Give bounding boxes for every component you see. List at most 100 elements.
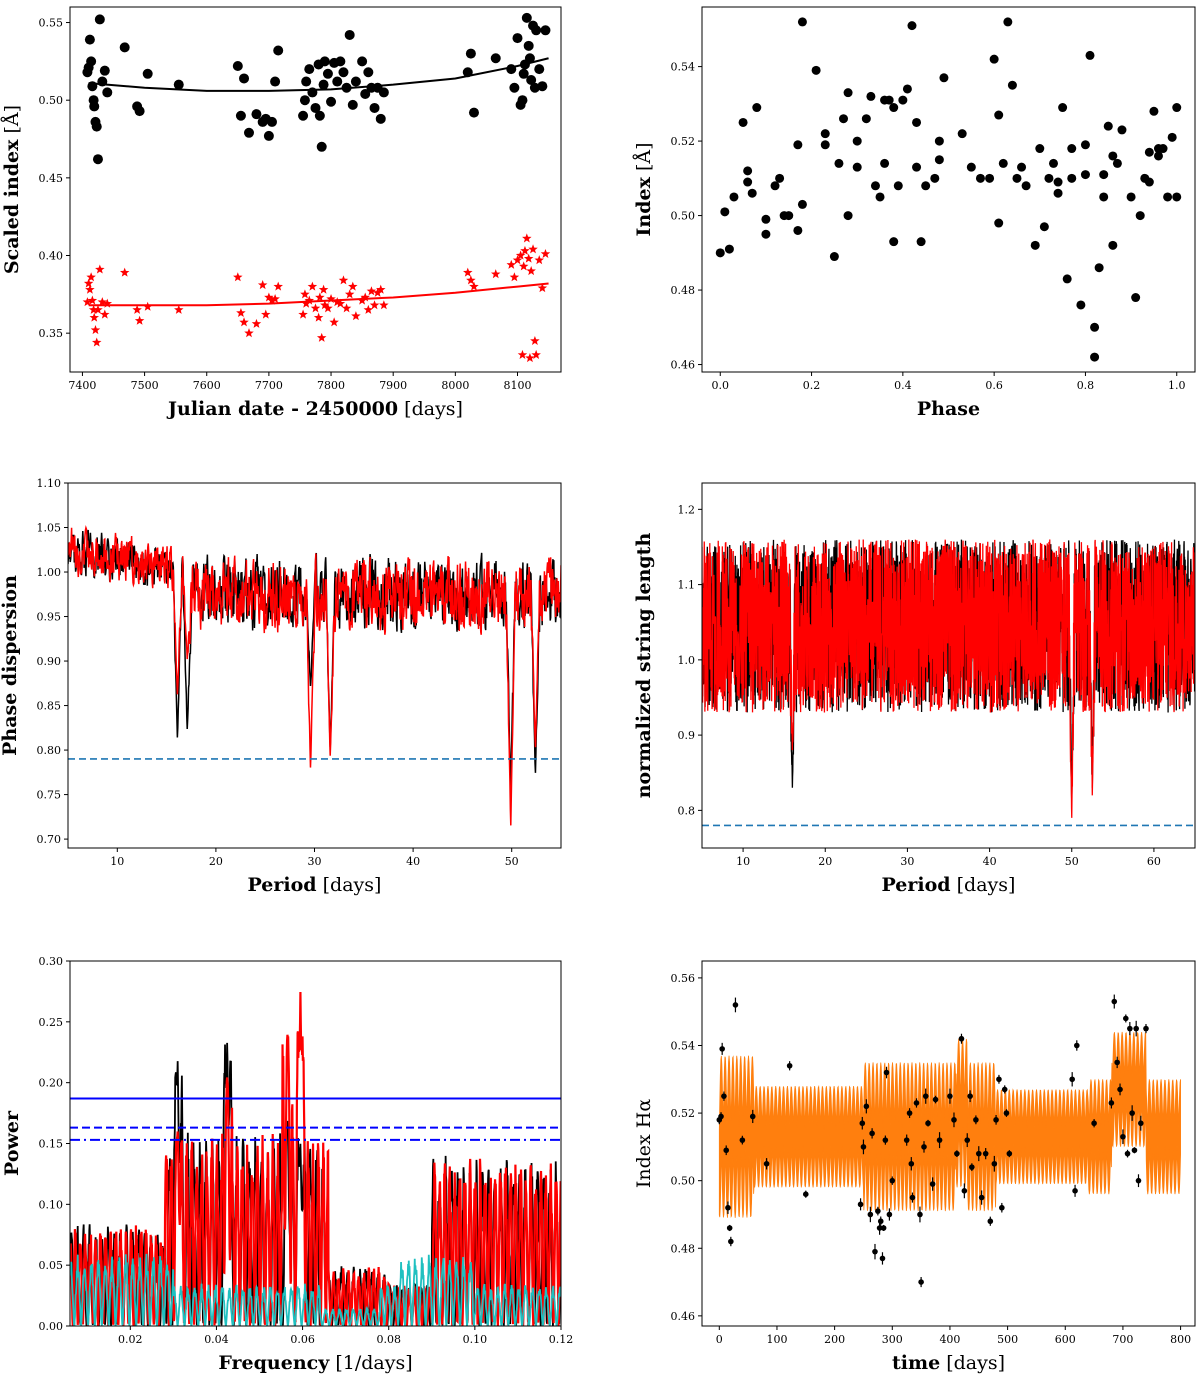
y-tick-label: 1.00 [37, 566, 62, 579]
data-point [875, 1208, 881, 1214]
data-point [360, 88, 371, 99]
data-point [732, 1002, 739, 1008]
data-point [1117, 125, 1127, 135]
data-point [1003, 1110, 1010, 1116]
data-point [861, 114, 871, 124]
data-point [883, 1069, 890, 1076]
data-point [363, 67, 374, 78]
y-tick-label: 0.35 [39, 327, 64, 340]
data-point-star [132, 304, 142, 314]
data-point-star [332, 297, 343, 307]
data-point-star [315, 292, 325, 302]
x-axis-label-main: time [892, 1352, 940, 1374]
data-point [490, 53, 501, 64]
data-point [916, 237, 926, 247]
data-point [797, 17, 807, 27]
data-point [1069, 1076, 1075, 1083]
data-point [902, 84, 912, 94]
data-point [1133, 1025, 1139, 1032]
data-point-star [379, 300, 389, 310]
x-tick-label: 0.02 [118, 1333, 143, 1346]
data-point-star [320, 300, 330, 310]
data-point [1003, 17, 1013, 27]
data-point [332, 76, 343, 87]
x-tick-label: 7500 [131, 379, 159, 392]
y-axis-label-main: Scaled index [1, 139, 23, 274]
y-tick-label: 0.30 [39, 955, 64, 968]
data-point [322, 68, 333, 79]
data-point [1172, 103, 1182, 113]
data-point [314, 110, 325, 121]
data-point [1153, 151, 1163, 161]
data-point-star [512, 255, 523, 265]
data-point-star [273, 281, 283, 291]
data-point [975, 173, 985, 183]
data-point-star [531, 349, 541, 359]
data-point [266, 116, 277, 127]
data-point [1126, 192, 1136, 202]
data-point-star [509, 272, 520, 282]
data-point [978, 1194, 985, 1201]
data-point [1085, 50, 1095, 60]
y-tick-label: 0.55 [39, 17, 64, 30]
data-point [1072, 1188, 1078, 1194]
data-point [985, 173, 995, 183]
x-tick-label: 7400 [68, 379, 96, 392]
data-point [961, 1188, 968, 1194]
x-tick-label: 400 [939, 1333, 960, 1346]
x-axis-label-unit: [days] [323, 874, 382, 896]
data-point-star [329, 317, 339, 327]
data-point [301, 76, 312, 87]
series-red-line [702, 539, 1195, 818]
data-point [886, 1211, 893, 1218]
data-point-star [239, 317, 249, 327]
y-tick-label: 0.8 [678, 804, 696, 817]
data-point [1127, 1025, 1133, 1032]
data-point [142, 68, 153, 79]
data-point-star [301, 298, 311, 308]
data-point-star [93, 304, 103, 314]
y-tick-label: 0.54 [671, 1039, 696, 1052]
y-tick-label: 0.00 [39, 1320, 64, 1333]
data-point [1158, 144, 1168, 154]
data-point [1073, 1042, 1080, 1049]
data-point [877, 1218, 884, 1225]
data-point [509, 82, 520, 93]
data-point [1120, 1133, 1126, 1140]
data-point [747, 188, 757, 198]
y-axis-label: Index Hα [633, 1099, 655, 1188]
data-point [749, 1113, 756, 1120]
data-point [1007, 80, 1017, 90]
data-point [1006, 1150, 1013, 1157]
data-point-star [318, 284, 329, 294]
data-point [820, 129, 830, 139]
data-point [889, 237, 899, 247]
data-point [92, 154, 103, 165]
data-point-star [307, 281, 318, 291]
data-point [1131, 293, 1141, 303]
data-point [1144, 147, 1154, 157]
data-point [998, 158, 1008, 168]
data-point-star [338, 275, 349, 285]
data-point-star [89, 312, 99, 322]
data-point [1017, 162, 1027, 172]
x-tick-label: 600 [1055, 1333, 1076, 1346]
panel-a-axes: 7400 7500 7600 7700 7800 7900 8000 8100 0.35 0.40… [1, 17, 531, 420]
data-point [319, 56, 330, 67]
data-point [870, 181, 880, 191]
y-tick-label: 0.54 [671, 61, 696, 74]
data-point [898, 95, 908, 105]
y-tick-label: 1.10 [37, 477, 62, 490]
data-point [298, 110, 309, 121]
panel-b-frame [701, 6, 1196, 373]
x-tick-label: 0.0 [712, 379, 730, 392]
data-point [84, 34, 95, 45]
x-tick-label: 0 [716, 1333, 723, 1346]
data-point [1039, 222, 1049, 232]
data-point [921, 181, 931, 191]
data-point-star [357, 295, 367, 305]
x-tick-label: 800 [1170, 1333, 1191, 1346]
x-tick-label: 30 [308, 855, 322, 868]
data-point [347, 99, 358, 110]
data-point [251, 109, 262, 120]
